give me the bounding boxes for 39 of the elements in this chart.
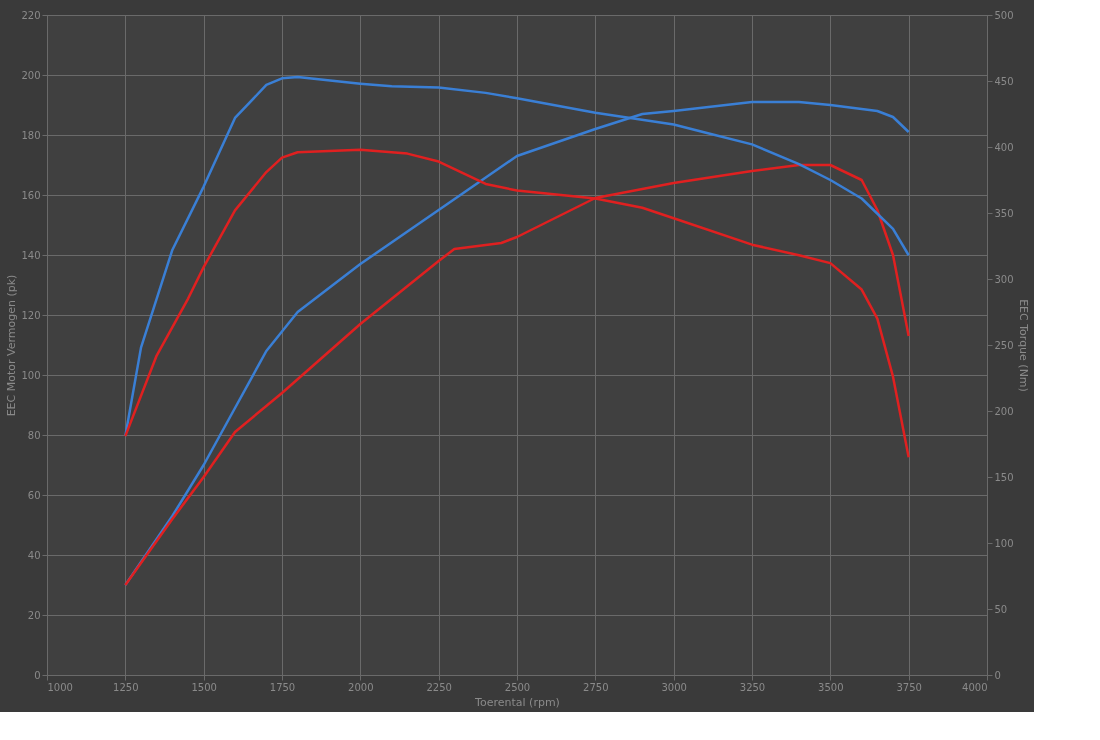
y2-tick-label: 200 xyxy=(994,405,1014,417)
y-tick-label: 100 xyxy=(21,369,41,381)
x-tick-label: 4000 xyxy=(962,681,988,693)
x-tick-label: 1500 xyxy=(191,681,217,693)
y-tick-label: 20 xyxy=(27,609,41,621)
y-tick-label: 200 xyxy=(21,69,41,81)
x-tick-label: 3500 xyxy=(818,681,844,693)
y2-tick-label: 100 xyxy=(994,537,1014,549)
x-tick-label: 2500 xyxy=(504,681,531,693)
y2-tick-label: 250 xyxy=(994,339,1014,351)
y2-tick-label: 150 xyxy=(994,471,1014,483)
y2-tick-label: 450 xyxy=(994,75,1014,87)
x-tick-label: 2250 xyxy=(426,681,452,693)
y-tick-label: 40 xyxy=(27,549,41,561)
y-tick-label: 0 xyxy=(34,669,41,681)
y2-tick-label: 0 xyxy=(994,669,1001,681)
x-tick-label: 3250 xyxy=(739,681,766,693)
x-tick-label: 1750 xyxy=(269,681,296,693)
y-axis-title: EEC Motor Vermogen (pk) xyxy=(5,274,19,417)
x-tick-label: 3750 xyxy=(896,681,922,693)
y2-tick-label: 500 xyxy=(994,9,1014,21)
y-tick-label: 80 xyxy=(27,429,41,441)
y-tick-label: 160 xyxy=(21,189,41,201)
y-tick-label: 120 xyxy=(21,309,41,321)
y2-tick-label: 50 xyxy=(994,603,1008,615)
x-tick-label: 2750 xyxy=(583,681,609,693)
y-tick-label: 180 xyxy=(21,129,41,141)
x-tick-label: 1000 xyxy=(47,681,73,693)
x-tick-label: 3000 xyxy=(661,681,687,693)
x-tick-label: 2000 xyxy=(348,681,374,693)
y2-tick-label: 350 xyxy=(994,207,1014,219)
y2-axis-title: EEC Torque (Nm) xyxy=(1016,299,1030,392)
y-tick-label: 60 xyxy=(27,489,41,501)
y-tick-label: 220 xyxy=(21,9,41,21)
y-tick-label: 140 xyxy=(21,249,41,261)
y2-tick-label: 300 xyxy=(994,273,1014,285)
x-tick-label: 1250 xyxy=(113,681,139,693)
x-axis-title: Toerental (rpm) xyxy=(474,695,560,709)
y2-tick-label: 400 xyxy=(994,141,1014,153)
